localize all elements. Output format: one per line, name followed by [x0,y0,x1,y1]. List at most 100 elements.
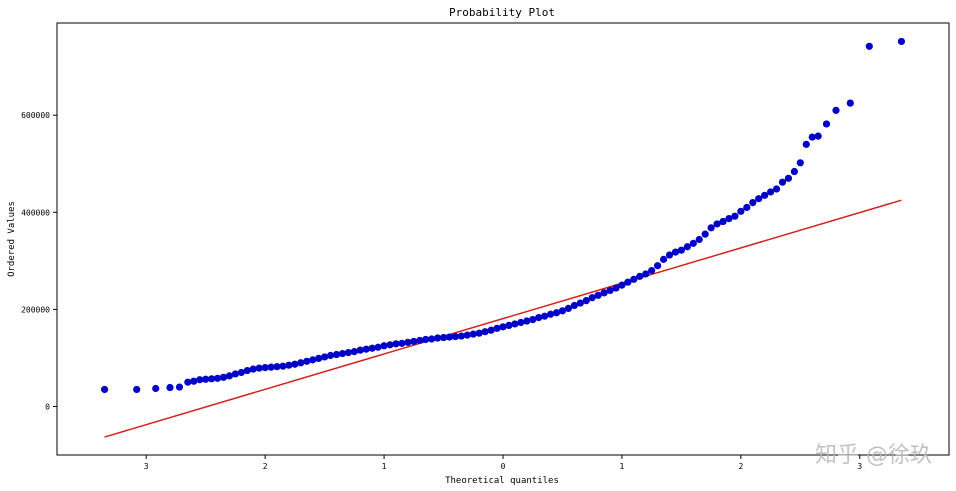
data-point [344,348,352,357]
data-point [671,248,680,256]
data-point [535,314,543,322]
x-axis-ticks: 3 2 1 0 1 2 3 [144,455,862,471]
y-axis-ticks: 0 200000 400000 600000 [21,111,57,411]
data-point [865,42,873,50]
data-point [897,37,906,46]
data-point [152,384,160,393]
data-point [175,383,184,391]
data-point [665,251,674,259]
data-point [767,188,775,196]
y-tick-label: 0 [45,402,50,411]
data-point [285,361,293,369]
x-axis-label: Theoretical quantiles [445,476,559,486]
data-point [439,333,448,342]
data-point [309,356,317,364]
data-point [100,385,109,394]
data-point [469,330,477,338]
data-point [487,326,495,334]
data-point [822,120,831,128]
watermark: 知乎 @徐玖 [815,443,932,468]
data-point [457,332,465,340]
x-tick-label: 3 [857,462,862,471]
data-point [505,321,513,329]
data-point [636,272,644,280]
data-point [368,344,376,352]
data-point [570,301,578,310]
data-point [683,243,691,251]
data-point [802,140,810,148]
data-point [332,350,341,359]
data-point [392,340,400,348]
data-point [404,338,412,346]
x-tick-label: 1 [620,462,625,471]
data-point [166,383,174,392]
data-point [594,291,602,299]
data-point [428,335,436,343]
data-point [451,332,460,341]
data-point [422,335,430,344]
axes-frame [56,22,950,456]
data-point [808,133,816,141]
data-point [737,207,745,215]
data-point [225,372,234,380]
data-point [648,266,656,275]
data-point [612,284,620,292]
data-point [588,294,596,302]
data-point [475,329,483,337]
data-point [416,336,424,345]
x-tick-label: 1 [382,462,387,471]
data-point [261,364,269,372]
data-point [654,262,662,270]
data-point [731,212,739,220]
data-point [196,376,204,384]
data-point [796,159,804,167]
data-point [529,315,537,324]
data-point [315,354,323,363]
data-point [380,342,388,350]
data-point [213,374,222,382]
y-tick-label: 600000 [21,111,50,120]
data-point [624,278,632,286]
data-point [713,220,721,228]
data-point [606,286,614,295]
y-axis-label: Ordered Values [7,201,17,277]
data-point [725,215,733,223]
data-point [552,309,561,317]
data-point [582,297,590,305]
data-point [208,375,216,383]
data-point [778,178,787,186]
data-point [184,378,192,386]
data-point [273,363,281,371]
data-point [618,281,626,289]
y-tick-label: 200000 [21,305,50,314]
data-point [133,385,141,394]
data-point [541,312,549,320]
data-point [267,363,275,371]
data-point [630,275,638,283]
data-points [100,37,906,394]
data-point [279,362,287,370]
y-tick-label: 400000 [21,208,50,217]
data-point [701,230,709,238]
x-tick-label: 2 [738,462,743,471]
data-point [249,365,257,373]
plot-area: 0 200000 400000 600000 3 2 1 0 1 2 3 [21,22,950,471]
data-point [743,203,751,212]
data-point [219,373,228,381]
data-point [499,323,507,331]
data-point [600,289,608,297]
data-point [523,317,531,325]
data-point [231,370,239,378]
data-point [463,331,471,339]
data-point [784,174,793,182]
data-point [362,345,370,353]
data-point [755,195,763,203]
data-point [243,366,251,375]
data-point [445,333,454,341]
data-point [846,99,854,107]
data-point [832,106,840,114]
data-point [237,368,245,377]
data-point [374,343,382,351]
data-point [493,324,501,332]
